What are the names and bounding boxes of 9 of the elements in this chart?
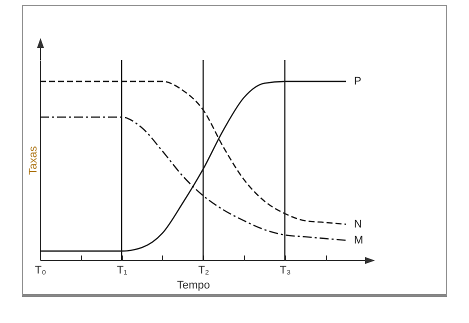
x-axis-title: Tempo [176,280,210,292]
series-label: N [354,218,362,230]
x-tick-label: T₃ [280,264,291,276]
x-tick-label: T₁ [116,264,128,276]
series-label: M [354,234,364,246]
y-axis-title: Taxas [28,146,40,175]
x-tick-label: T₀ [34,264,46,276]
series-label: P [354,75,362,88]
x-tick-label: T₂ [198,264,210,276]
